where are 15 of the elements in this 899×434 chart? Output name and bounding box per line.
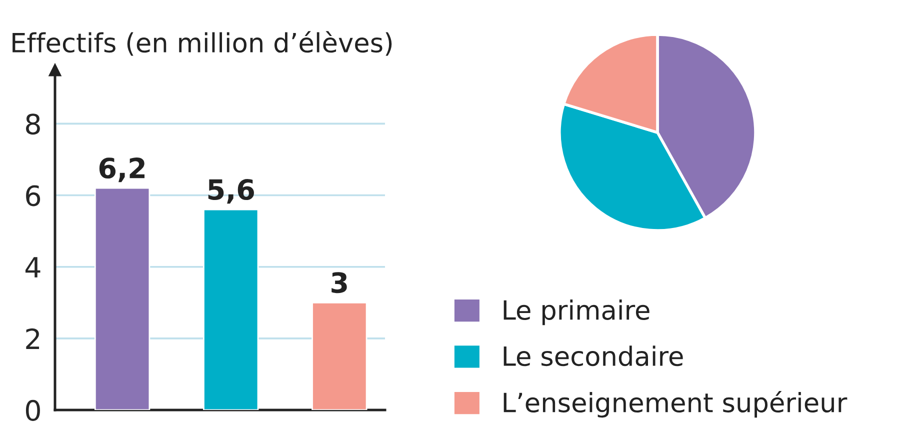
y-axis-title: Effectifs (en million d’élèves) xyxy=(12,31,392,56)
y-tick-label: 6 xyxy=(26,185,40,206)
bar xyxy=(94,187,150,410)
data-label: 6,2 xyxy=(99,158,144,182)
y-tick-label: 4 xyxy=(25,257,40,278)
data-label: 5,6 xyxy=(208,179,254,204)
y-tick-label: 8 xyxy=(26,114,40,135)
legend-label: Le secondaire xyxy=(504,346,683,366)
bar xyxy=(203,208,259,410)
data-label: 3 xyxy=(332,272,347,294)
y-tick-label: 2 xyxy=(26,328,40,349)
bar xyxy=(312,302,368,410)
legend-label: Le primaire xyxy=(504,300,650,326)
y-tick-label: 0 xyxy=(26,400,40,421)
legend-label: L’enseignement supérieur xyxy=(504,391,848,418)
